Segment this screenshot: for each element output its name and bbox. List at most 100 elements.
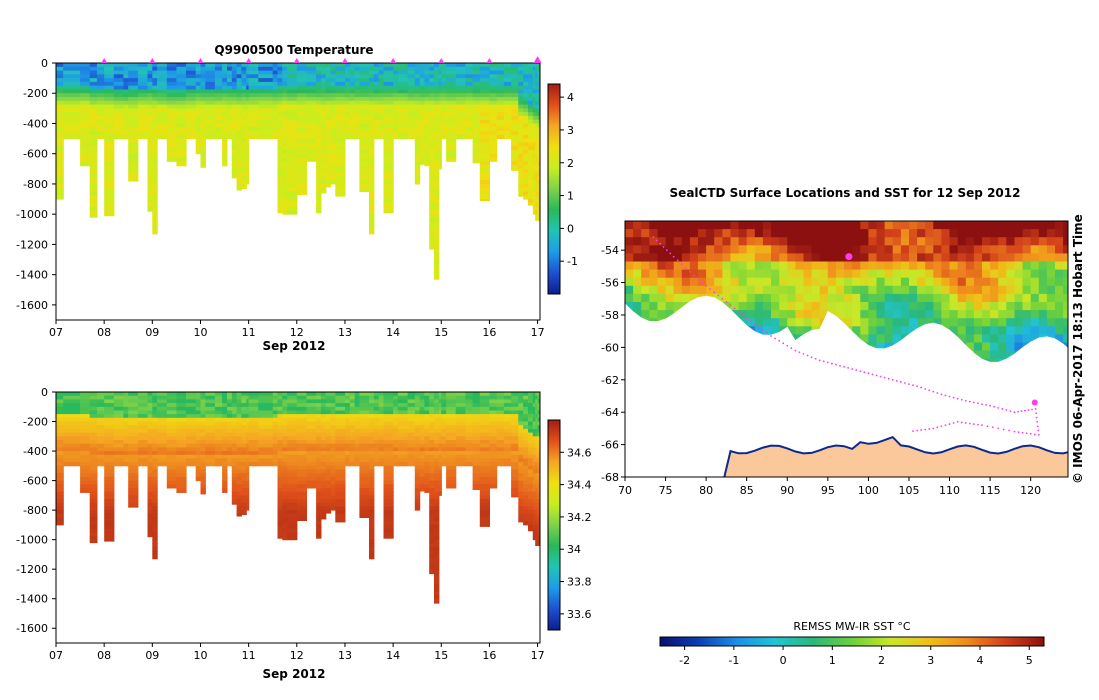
- sst-cell: [649, 310, 658, 319]
- heat-cell: [383, 447, 394, 452]
- heat-cell: [434, 583, 440, 589]
- heat-cell: [277, 458, 283, 463]
- heat-cell: [248, 112, 259, 117]
- heat-cell: [316, 425, 322, 430]
- heat-cell: [369, 513, 375, 518]
- heat-cell: [359, 484, 370, 489]
- heat-cell: [383, 403, 394, 408]
- heat-cell: [523, 480, 529, 485]
- heat-cell: [429, 484, 435, 489]
- heat-cell: [532, 187, 536, 192]
- heat-cell: [465, 93, 474, 98]
- heat-cell: [511, 436, 519, 441]
- heat-cell: [241, 93, 247, 98]
- heat-cell: [157, 406, 168, 411]
- heat-cell: [325, 183, 332, 188]
- heat-cell: [325, 406, 332, 411]
- heat-cell: [56, 458, 64, 463]
- heat-cell: [200, 469, 206, 474]
- heat-cell: [434, 436, 440, 441]
- heat-cell: [518, 392, 524, 397]
- heat-cell: [383, 97, 394, 102]
- heat-cell: [306, 74, 317, 79]
- heat-cell: [535, 410, 539, 415]
- heat-cell: [354, 406, 360, 411]
- heat-cell: [222, 392, 228, 397]
- heat-cell: [479, 191, 490, 196]
- y-tick-label: -1400: [16, 269, 48, 282]
- profile-column: [330, 63, 336, 185]
- heat-cell: [378, 395, 385, 400]
- heat-cell: [56, 161, 64, 166]
- sst-cell: [722, 261, 732, 271]
- heat-cell: [96, 93, 105, 98]
- heat-cell: [532, 165, 536, 170]
- heat-cell: [200, 131, 206, 136]
- heat-cell: [369, 134, 375, 140]
- heat-cell: [80, 93, 91, 98]
- heat-cell: [359, 436, 370, 441]
- heat-cell: [306, 93, 317, 98]
- heat-cell: [214, 458, 223, 463]
- temperature-y-axis: 0-200-400-600-800-1000-1200-1400-1600: [16, 57, 56, 312]
- heat-cell: [532, 517, 536, 522]
- heat-cell: [532, 142, 536, 147]
- heat-cell: [222, 469, 228, 474]
- heat-cell: [296, 428, 307, 434]
- heat-cell: [383, 157, 394, 162]
- heat-cell: [335, 440, 346, 445]
- heat-cell: [272, 78, 279, 83]
- heat-cell: [472, 161, 481, 164]
- heat-cell: [128, 417, 139, 422]
- heat-cell: [532, 176, 536, 181]
- heat-cell: [241, 469, 247, 474]
- heat-cell: [56, 443, 64, 448]
- heat-cell: [393, 74, 399, 79]
- heat-cell: [354, 421, 360, 426]
- heat-cell: [222, 473, 228, 478]
- heat-cell: [200, 70, 206, 75]
- heat-cell: [157, 440, 168, 445]
- heat-cell: [282, 414, 288, 419]
- heat-cell: [296, 127, 307, 132]
- heat-cell: [272, 432, 279, 437]
- heat-cell: [378, 425, 385, 430]
- heat-cell: [241, 123, 247, 128]
- heat-cell: [63, 403, 81, 408]
- heat-cell: [489, 476, 498, 482]
- sst-cell: [714, 261, 723, 271]
- heat-cell: [222, 480, 228, 485]
- heat-cell: [373, 66, 380, 72]
- heat-cell: [186, 432, 197, 437]
- heat-cell: [176, 436, 187, 441]
- heat-cell: [424, 462, 430, 467]
- heat-cell: [316, 183, 322, 189]
- heat-cell: [446, 112, 457, 117]
- heat-cell: [236, 499, 242, 504]
- heat-cell: [320, 63, 327, 68]
- heat-cell: [518, 451, 524, 456]
- heat-cell: [419, 399, 425, 404]
- heat-cell: [166, 112, 177, 117]
- heat-cell: [227, 70, 233, 75]
- heat-cell: [532, 476, 536, 482]
- heat-cell: [231, 104, 238, 109]
- heat-cell: [231, 473, 238, 478]
- heat-cell: [214, 399, 223, 404]
- heat-cell: [479, 506, 490, 511]
- profile-column: [227, 392, 233, 467]
- heat-cell: [231, 115, 238, 121]
- heat-cell: [248, 428, 259, 434]
- heat-cell: [287, 425, 298, 430]
- heat-cell: [205, 406, 216, 411]
- heat-cell: [231, 85, 238, 90]
- heat-cell: [369, 465, 375, 470]
- heat-cell: [248, 425, 259, 430]
- heat-cell: [282, 149, 288, 155]
- heat-cell: [429, 462, 435, 467]
- heat-cell: [214, 134, 223, 140]
- heat-cell: [56, 476, 64, 482]
- heat-cell: [532, 206, 536, 211]
- profile-marker: [341, 58, 348, 63]
- heat-cell: [489, 100, 498, 106]
